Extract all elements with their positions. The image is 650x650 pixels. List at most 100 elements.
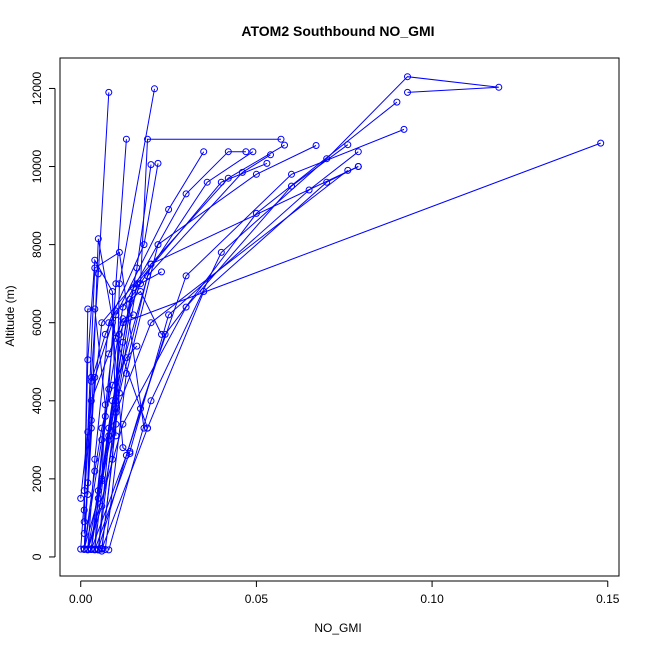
data-point	[144, 424, 151, 432]
data-point	[126, 450, 134, 457]
data-point	[224, 174, 232, 182]
series-19	[94, 125, 408, 553]
data-point	[87, 545, 95, 553]
data-point	[98, 319, 106, 327]
data-point	[112, 432, 120, 440]
data-point	[154, 241, 162, 249]
data-point	[101, 330, 109, 338]
chart-title: ATOM2 Southbound NO_GMI	[241, 23, 434, 39]
data-point	[305, 186, 313, 194]
y-tick-label: 8000	[30, 231, 44, 258]
data-point	[122, 451, 130, 459]
data-point	[91, 305, 99, 313]
x-tick-label: 0.10	[420, 592, 444, 606]
x-tick-label: 0.00	[69, 592, 93, 606]
series-line	[90, 101, 398, 550]
data-point	[158, 268, 165, 276]
data-point	[151, 85, 158, 93]
data-point	[112, 307, 120, 315]
series-line	[104, 145, 317, 550]
data-point	[158, 330, 165, 338]
series-line	[90, 271, 162, 550]
data-point	[105, 88, 113, 96]
data-point	[98, 436, 106, 444]
data-point	[200, 148, 208, 156]
series-line	[80, 314, 134, 550]
series-line	[83, 258, 117, 511]
data-point	[112, 397, 120, 405]
data-point	[84, 305, 92, 313]
data-point	[404, 73, 411, 81]
series-line	[87, 144, 349, 550]
y-tick-label: 0	[30, 553, 44, 560]
series-line	[97, 162, 268, 550]
x-tick-label: 0.05	[245, 592, 269, 606]
data-point	[147, 260, 155, 268]
data-point	[80, 545, 88, 553]
series-21	[84, 139, 605, 553]
data-point	[182, 190, 190, 198]
data-point	[224, 148, 232, 156]
data-point	[91, 256, 99, 264]
y-axis: 0 2000 4000 6000 8000 10000 12000	[30, 71, 56, 560]
data-point	[323, 178, 331, 186]
data-point	[91, 467, 99, 475]
data-point	[147, 161, 155, 169]
data-point	[281, 141, 288, 149]
series-line	[94, 151, 359, 551]
data-point	[597, 139, 605, 147]
data-point	[87, 377, 95, 385]
data-point	[249, 148, 257, 156]
y-tick-label: 4000	[30, 387, 44, 414]
data-point	[144, 135, 151, 143]
data-point	[108, 288, 116, 295]
series-30	[80, 342, 141, 553]
data-point	[495, 83, 503, 91]
series-line	[83, 290, 162, 491]
data-point	[94, 235, 102, 243]
data-point	[263, 159, 271, 167]
data-point	[119, 315, 127, 323]
data-point	[288, 170, 295, 178]
data-point	[147, 397, 155, 405]
data-point	[105, 546, 113, 554]
data-point	[98, 475, 106, 483]
data-point	[393, 98, 401, 106]
data-point	[140, 241, 148, 249]
y-tick-label: 2000	[30, 465, 44, 492]
series-line	[83, 151, 205, 550]
data-point	[203, 178, 211, 186]
data-point	[165, 206, 173, 213]
y-tick-label: 10000	[30, 150, 44, 184]
data-point	[119, 303, 127, 311]
series-layer	[77, 73, 605, 555]
data-point	[91, 455, 99, 463]
data-point	[288, 182, 295, 190]
data-point	[182, 272, 190, 280]
data-point	[101, 546, 109, 553]
series-28	[80, 288, 165, 495]
series-line	[83, 345, 138, 550]
series-24	[80, 235, 151, 537]
data-point	[137, 288, 144, 295]
data-point	[98, 424, 106, 432]
y-tick-label: 6000	[30, 309, 44, 336]
data-point	[344, 141, 352, 149]
data-point	[77, 494, 85, 502]
y-axis-label: Altitude (m)	[3, 285, 17, 346]
data-point	[80, 530, 88, 537]
series-16	[98, 163, 362, 553]
series-31	[87, 268, 165, 553]
series-29	[77, 311, 137, 553]
data-point	[242, 148, 250, 156]
data-point	[252, 170, 260, 178]
data-point	[84, 545, 92, 553]
x-axis-label: NO_GMI	[314, 621, 361, 635]
data-point	[354, 163, 362, 170]
series-13	[101, 142, 320, 553]
data-point	[80, 518, 88, 526]
data-point	[217, 248, 225, 256]
data-point	[154, 159, 162, 167]
data-point	[108, 381, 116, 389]
